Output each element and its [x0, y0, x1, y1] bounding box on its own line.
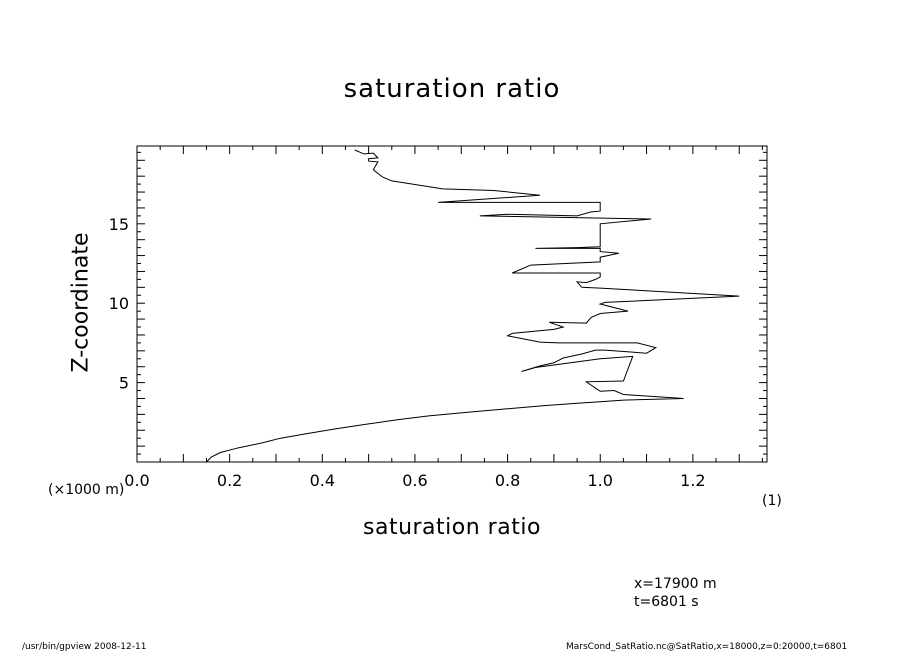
y-tick-label: 10: [109, 294, 129, 313]
time-info: t=6801 s: [634, 594, 699, 610]
x-tick-label: 0.8: [495, 471, 520, 490]
series-group: [206, 149, 740, 463]
plot-frame: [136, 145, 768, 463]
chart-title: saturation ratio: [343, 74, 561, 104]
y-axis-unit: (×1000 m): [48, 482, 125, 498]
footer-data-source: MarsCond_SatRatio.nc@SatRatio,x=18000,z=…: [566, 642, 848, 652]
x-tick-label: 0.0: [124, 471, 149, 490]
x-tick-label: 1.2: [680, 471, 705, 490]
footer-program-date: /usr/bin/gpview 2008-12-11: [22, 642, 147, 652]
x-tick-label: 0.6: [402, 471, 427, 490]
y-tick-label: 5: [119, 374, 129, 393]
x-position-info: x=17900 m: [634, 576, 717, 592]
x-tick-label: 0.2: [217, 471, 242, 490]
series-line: [206, 149, 740, 463]
x-tick-label: 0.4: [310, 471, 335, 490]
axis-ticks: [136, 146, 767, 462]
x-axis-label: saturation ratio: [363, 515, 541, 540]
y-tick-label: 15: [109, 215, 129, 234]
x-axis-unit: (1): [762, 493, 782, 509]
tick-labels: 0.0 0.2 0.4 0.6 0.8 1.0 1.2 5 10 15: [109, 215, 706, 490]
x-tick-label: 1.0: [588, 471, 613, 490]
